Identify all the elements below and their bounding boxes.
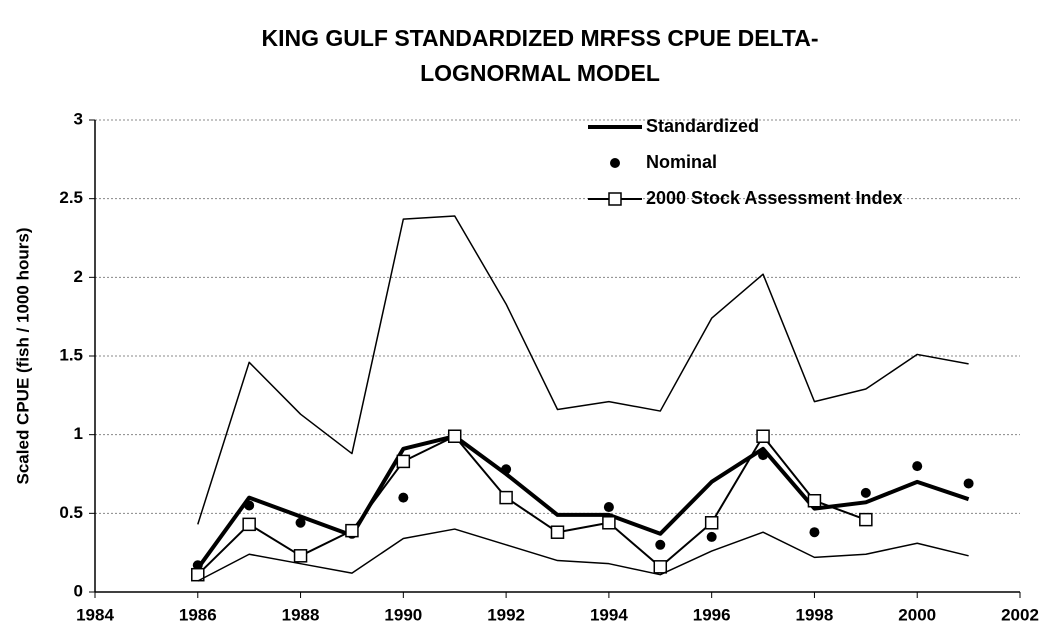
series-line	[197, 435, 867, 576]
x-tick-label: 2002	[1001, 605, 1039, 624]
x-tick-label: 1998	[796, 605, 834, 624]
marker	[398, 492, 409, 503]
y-tick-label: 1.5	[59, 345, 83, 364]
marker	[603, 502, 614, 513]
y-tick-label: 0	[74, 581, 83, 600]
marker	[345, 523, 359, 538]
marker	[192, 560, 203, 571]
legend-label: Nominal	[646, 152, 717, 172]
marker	[501, 464, 512, 475]
marker	[704, 516, 719, 530]
series-line	[197, 528, 969, 582]
y-tick-label: 0.5	[59, 503, 83, 522]
y-axis-label: Scaled CPUE (fish / 1000 hours)	[13, 228, 32, 485]
y-tick-label: 2.5	[59, 188, 83, 207]
marker	[244, 500, 255, 511]
x-tick-label: 1994	[590, 605, 628, 624]
x-tick-label: 1986	[179, 605, 217, 624]
marker	[912, 461, 923, 472]
legend-label: Standardized	[646, 116, 759, 136]
marker	[396, 454, 411, 469]
series-line	[196, 434, 970, 570]
marker	[758, 450, 769, 461]
marker	[655, 539, 666, 550]
marker	[963, 478, 974, 489]
marker	[653, 560, 668, 574]
chart-title: LOGNORMAL MODEL	[420, 60, 660, 86]
legend-marker	[608, 192, 622, 206]
chart-title: KING GULF STANDARDIZED MRFSS CPUE DELTA-	[261, 25, 818, 51]
marker	[242, 517, 256, 532]
series-line	[197, 215, 969, 525]
marker	[447, 429, 462, 443]
marker	[293, 549, 308, 563]
y-tick-label: 1	[74, 424, 83, 443]
marker	[756, 429, 770, 443]
marker	[550, 525, 565, 539]
y-tick-label: 2	[74, 267, 83, 286]
marker	[295, 517, 306, 528]
legend-label: 2000 Stock Assessment Index	[646, 188, 902, 208]
marker	[602, 516, 616, 530]
marker	[859, 512, 873, 527]
x-tick-label: 1992	[487, 605, 525, 624]
marker	[860, 487, 871, 498]
legend-marker	[610, 158, 620, 168]
x-tick-label: 1996	[693, 605, 731, 624]
x-tick-label: 1990	[384, 605, 422, 624]
x-tick-label: 1984	[76, 605, 114, 624]
y-tick-label: 3	[74, 109, 83, 128]
marker	[499, 490, 513, 505]
x-tick-label: 1988	[282, 605, 320, 624]
marker	[809, 527, 820, 538]
marker	[706, 531, 717, 542]
x-tick-label: 2000	[898, 605, 936, 624]
marker	[807, 493, 822, 508]
